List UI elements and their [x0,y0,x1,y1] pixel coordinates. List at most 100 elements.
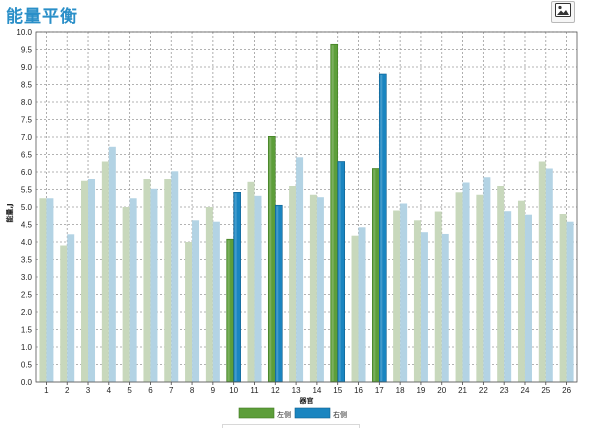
y-tick-label: 3.5 [21,256,33,265]
bar-left-26[interactable] [559,214,567,382]
y-tick-label: 6.5 [21,151,33,160]
bar-right-4[interactable] [108,146,116,382]
y-tick-label: 8.5 [21,81,33,90]
x-tick-label: 23 [500,386,509,395]
bar-right-7[interactable] [171,171,179,382]
x-tick-label: 4 [107,386,112,395]
bar-right-21[interactable] [462,182,470,383]
y-tick-label: 6.0 [21,168,33,177]
bar-left-21[interactable] [455,192,463,382]
y-tick-label: 5.5 [21,186,33,195]
page-title: 能量平衡 [6,7,78,27]
bar-right-22[interactable] [483,177,491,382]
bar-right-19[interactable] [420,232,428,382]
x-axis-title: 器官 [299,396,314,405]
bar-left-22[interactable] [476,194,484,382]
x-tick-label: 22 [479,386,488,395]
bar-left-9[interactable] [205,207,213,382]
bar-left-4[interactable] [101,161,109,383]
x-tick-label: 25 [541,386,550,395]
bar-left-18[interactable] [393,210,401,383]
bar-left-2[interactable] [60,245,68,383]
x-tick-label: 5 [127,386,132,395]
x-tick-label: 11 [250,386,259,395]
bar-shine [331,45,334,381]
plot-frame [35,31,578,383]
legend-swatch-1[interactable] [294,407,331,419]
bar-left-24[interactable] [517,200,525,382]
x-tick-label: 21 [458,386,467,395]
legend-label-1[interactable]: 右侧 [333,410,347,419]
y-tick-label: 7.5 [21,116,33,125]
bar-right-23[interactable] [504,211,512,382]
x-tick-label: 16 [354,386,363,395]
bar-left-13[interactable] [289,186,297,382]
bar-right-13[interactable] [296,157,304,382]
x-tick-label: 1 [44,386,49,395]
bar-right-5[interactable] [129,198,137,382]
bar-shine [338,162,341,381]
y-tick-label: 4.0 [21,238,33,247]
bar-right-18[interactable] [400,203,408,383]
bar-left-7[interactable] [164,179,172,382]
y-tick-label: 2.0 [21,308,33,317]
bar-right-2[interactable] [67,234,75,382]
x-tick-label: 2 [65,386,70,395]
y-tick-label: 3.0 [21,273,33,282]
x-tick-label: 6 [148,386,153,395]
x-tick-label: 8 [190,386,195,395]
y-tick-label: 0.0 [21,378,33,387]
y-tick-label: 7.0 [21,133,33,142]
x-tick-label: 18 [396,386,405,395]
energy-bar-chart: 0.0 0.5 1.0 1.5 2.0 2.5 3.0 3.5 4.0 4.5 5.0 5.5 6.0 6… [0,26,590,428]
bar-right-26[interactable] [566,221,574,382]
y-axis-title: 能量,J [5,203,14,222]
bar-left-23[interactable] [497,186,505,382]
x-tick-label: 12 [271,386,280,395]
bar-left-1[interactable] [39,198,47,382]
bar-shine [269,137,272,381]
x-tick-label: 14 [312,386,321,395]
bar-right-9[interactable] [212,221,220,382]
legend-swatch-0[interactable] [238,407,275,419]
bar-right-6[interactable] [150,188,158,382]
y-tick-label: 2.5 [21,291,33,300]
bar-left-8[interactable] [185,242,193,382]
bar-right-25[interactable] [545,168,553,383]
x-tick-label: 20 [437,386,446,395]
bar-left-11[interactable] [247,181,255,382]
bar-left-19[interactable] [413,220,421,382]
bar-left-16[interactable] [351,235,359,382]
bar-left-3[interactable] [81,180,89,382]
bar-right-14[interactable] [316,197,324,382]
y-tick-label: 1.5 [21,326,33,335]
y-tick-label: 8.0 [21,98,33,107]
bar-right-11[interactable] [254,195,262,382]
y-tick-label: 1.0 [21,343,33,352]
bar-shine [380,75,383,381]
bar-left-25[interactable] [538,161,546,383]
bar-shine [373,169,376,381]
y-tick-label: 10.0 [16,28,32,37]
bar-right-1[interactable] [46,198,54,382]
bar-shine [276,206,279,381]
bar-left-14[interactable] [309,194,317,382]
image-export-button[interactable] [551,1,575,23]
x-tick-label: 17 [375,386,384,395]
y-tick-label: 0.5 [21,361,33,370]
bar-shine [227,240,230,381]
bar-right-8[interactable] [192,220,200,382]
x-tick-label: 9 [211,386,216,395]
bar-right-24[interactable] [524,214,532,382]
x-tick-label: 10 [229,386,238,395]
bar-left-5[interactable] [122,207,130,382]
bar-left-6[interactable] [143,179,151,382]
bar-right-16[interactable] [358,227,366,382]
x-tick-label: 13 [292,386,301,395]
y-tick-label: 5.0 [21,203,33,212]
x-tick-label: 26 [562,386,571,395]
bar-left-20[interactable] [434,211,442,382]
bar-right-3[interactable] [88,179,96,382]
bar-right-20[interactable] [441,233,449,382]
legend-label-0[interactable]: 左侧 [277,410,291,419]
